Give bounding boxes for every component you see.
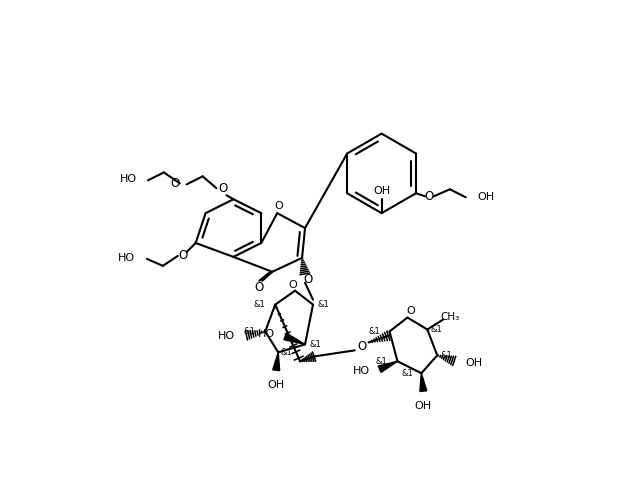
- Text: O: O: [357, 340, 366, 353]
- Text: &1: &1: [369, 327, 381, 336]
- Polygon shape: [420, 373, 427, 391]
- Text: &1: &1: [244, 327, 255, 336]
- Text: O: O: [178, 250, 187, 262]
- Text: HO: HO: [353, 366, 369, 376]
- Text: &1: &1: [317, 300, 329, 309]
- Text: &1: &1: [281, 348, 292, 357]
- Polygon shape: [378, 361, 397, 373]
- Text: O: O: [218, 182, 227, 195]
- Text: &1: &1: [376, 357, 388, 366]
- Text: OH: OH: [465, 358, 482, 368]
- Text: OH: OH: [478, 192, 494, 202]
- Text: &1: &1: [309, 340, 321, 349]
- Text: HO: HO: [258, 330, 275, 340]
- Text: &1: &1: [430, 325, 442, 334]
- Text: O: O: [275, 201, 284, 211]
- Text: CH₃: CH₃: [440, 311, 460, 321]
- Text: OH: OH: [415, 401, 432, 411]
- Polygon shape: [272, 353, 280, 371]
- Text: O: O: [304, 273, 313, 286]
- Text: O: O: [424, 190, 434, 203]
- Text: O: O: [254, 281, 264, 294]
- Polygon shape: [284, 333, 305, 344]
- Text: HO: HO: [118, 253, 135, 263]
- Text: &1: &1: [254, 300, 265, 309]
- Text: HO: HO: [120, 174, 137, 184]
- Text: O: O: [406, 306, 415, 316]
- Text: OH: OH: [267, 380, 285, 390]
- Text: &1: &1: [440, 351, 452, 360]
- Text: O: O: [170, 177, 179, 190]
- Text: HO: HO: [218, 331, 236, 342]
- Text: &1: &1: [402, 369, 414, 378]
- Text: OH: OH: [373, 186, 390, 196]
- Text: O: O: [289, 280, 297, 290]
